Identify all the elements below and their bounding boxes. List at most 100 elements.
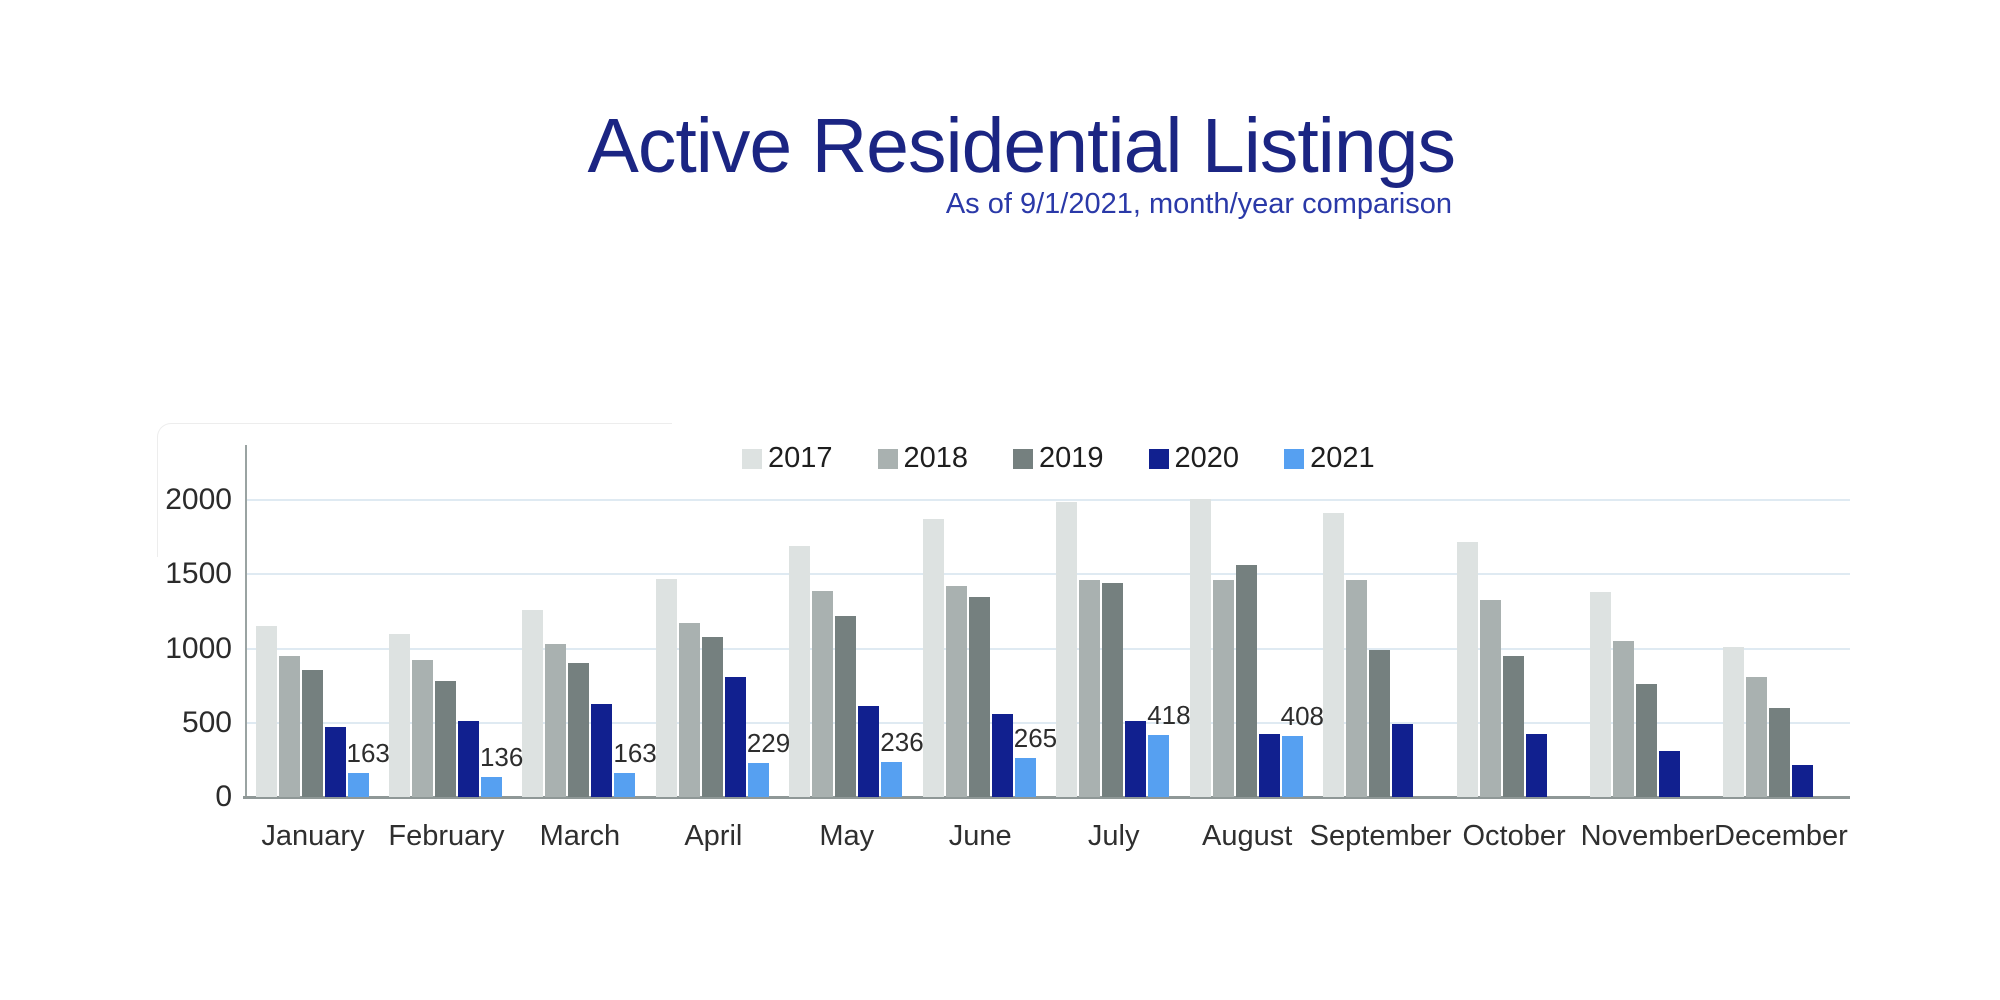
bar-2018-may — [812, 590, 834, 797]
bar-2017-february — [388, 633, 410, 797]
bar-2021-june — [1014, 757, 1036, 797]
x-tick-label-september: September — [1309, 820, 1452, 852]
x-tick-label-january: January — [261, 820, 365, 852]
legend-swatch-2018 — [877, 448, 898, 469]
bar-2019-june — [968, 596, 990, 797]
legend-item-2020: 2020 — [1148, 442, 1240, 475]
bar-2020-august — [1258, 733, 1280, 797]
chart-subtitle: As of 9/1/2021, month/year comparison — [945, 188, 1452, 220]
y-tick-label-1000: 1000 — [165, 631, 232, 665]
bar-2018-november — [1613, 641, 1634, 797]
bar-2019-may — [835, 615, 857, 797]
gridline-2000 — [245, 499, 1850, 501]
chart-legend: 2017 2018 2019 2020 2021 — [742, 442, 1375, 475]
bar-2021-april — [747, 763, 769, 797]
bar-2017-january — [255, 626, 277, 797]
bar-2018-april — [678, 623, 700, 797]
bar-2017-may — [789, 546, 811, 797]
bar-2020-january — [324, 727, 346, 797]
x-tick-label-july: July — [1087, 820, 1140, 852]
bar-2020-march — [591, 704, 613, 797]
bar-2018-february — [411, 660, 433, 797]
bar-2020-july — [1125, 720, 1147, 797]
bar-2018-october — [1479, 599, 1501, 797]
bar-2020-june — [991, 713, 1013, 797]
y-tick-label-1500: 1500 — [165, 557, 232, 591]
y-tick-label-500: 500 — [181, 705, 232, 739]
bar-2021-march — [614, 772, 636, 797]
legend-swatch-2017 — [742, 448, 762, 469]
x-tick-label-november: November — [1580, 820, 1715, 852]
bar-2021-august — [1281, 736, 1303, 797]
plot-area: 163 136 163 229 236 265 418 408 — [243, 445, 1850, 799]
bar-2019-october — [1502, 655, 1524, 797]
bar-2018-september — [1346, 580, 1368, 797]
y-axis-line — [245, 445, 247, 797]
bar-2020-september — [1392, 723, 1414, 797]
gridline-1500 — [245, 573, 1850, 576]
bar-value-label-2021-april: 229 — [746, 728, 791, 758]
bar-value-label-2021-may: 236 — [880, 726, 924, 757]
x-tick-label-february: February — [388, 820, 505, 852]
legend-swatch-2020 — [1148, 448, 1169, 469]
x-tick-label-june: June — [948, 820, 1012, 852]
bar-2020-november — [1659, 750, 1680, 797]
chart-panel-edge — [157, 423, 672, 557]
x-tick-label-april: April — [684, 820, 743, 852]
y-axis-labels: 0 500 1000 1500 2000 — [90, 445, 232, 813]
bar-2017-march — [522, 609, 544, 797]
bar-2017-april — [655, 578, 677, 797]
bar-2019-november — [1636, 684, 1657, 797]
legend-label-2019: 2019 — [1039, 442, 1104, 474]
bar-2019-july — [1102, 583, 1124, 797]
bar-2019-march — [568, 663, 590, 797]
bar-2017-september — [1323, 513, 1345, 797]
bar-2019-january — [301, 670, 323, 797]
bar-2019-september — [1369, 650, 1391, 797]
legend-label-2017: 2017 — [768, 442, 833, 474]
bar-2017-november — [1590, 592, 1611, 797]
bar-2019-april — [701, 636, 723, 797]
bar-2019-august — [1235, 565, 1257, 797]
bar-2020-february — [457, 721, 479, 797]
chart-title: Active Residential Listings — [587, 103, 1456, 189]
bar-2017-october — [1456, 541, 1478, 797]
bar-value-label-2021-june: 265 — [1013, 722, 1058, 753]
bar-2021-january — [347, 772, 369, 797]
bar-2018-january — [278, 655, 300, 797]
legend-item-2018: 2018 — [877, 442, 969, 475]
x-tick-label-august: August — [1201, 820, 1293, 852]
legend-label-2018: 2018 — [903, 442, 969, 474]
bar-value-label-2021-february: 136 — [479, 741, 524, 772]
y-tick-label-0: 0 — [215, 780, 232, 813]
bar-2020-october — [1525, 733, 1547, 797]
bar-value-label-2021-july: 418 — [1147, 699, 1191, 730]
legend-item-2017: 2017 — [742, 442, 833, 475]
bar-2017-august — [1189, 498, 1211, 797]
bar-2020-april — [724, 676, 746, 797]
bar-2018-august — [1212, 580, 1234, 797]
bar-2021-may — [881, 761, 903, 797]
y-tick-label-2000: 2000 — [165, 483, 232, 516]
x-axis-line — [243, 796, 1850, 799]
bar-2021-february — [480, 776, 502, 797]
legend-swatch-2021 — [1284, 448, 1305, 469]
legend-swatch-2019 — [1013, 448, 1034, 469]
gridline-1000 — [245, 647, 1850, 650]
bar-2017-june — [922, 519, 944, 797]
bar-2020-may — [858, 706, 880, 797]
bar-2017-july — [1056, 501, 1078, 797]
legend-label-2021: 2021 — [1310, 442, 1375, 474]
x-tick-label-december: December — [1714, 820, 1848, 852]
bar-2021-july — [1148, 734, 1170, 797]
bar-2018-december — [1746, 677, 1768, 797]
x-axis-labels: January February March April May June July Augu… — [245, 820, 1850, 860]
bar-2020-december — [1792, 765, 1814, 797]
x-tick-label-october: October — [1462, 820, 1566, 852]
bar-value-label-2021-january: 163 — [346, 737, 390, 768]
legend-label-2020: 2020 — [1174, 442, 1240, 474]
bar-2018-june — [945, 586, 967, 797]
legend-item-2021: 2021 — [1284, 442, 1375, 475]
bar-2019-december — [1769, 707, 1791, 797]
